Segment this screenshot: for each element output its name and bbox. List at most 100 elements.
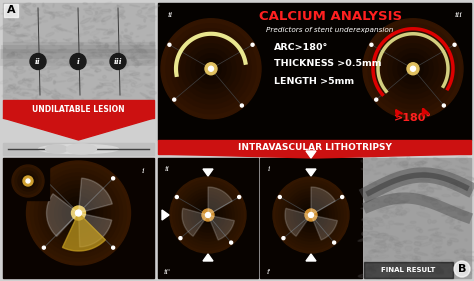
Ellipse shape	[128, 56, 135, 59]
Ellipse shape	[428, 219, 431, 224]
Ellipse shape	[130, 51, 140, 58]
Circle shape	[179, 237, 182, 240]
Ellipse shape	[124, 61, 128, 64]
Ellipse shape	[436, 266, 441, 269]
Ellipse shape	[4, 48, 6, 49]
Ellipse shape	[145, 83, 155, 86]
Ellipse shape	[142, 60, 151, 63]
Ellipse shape	[98, 79, 109, 81]
Ellipse shape	[16, 35, 27, 37]
Ellipse shape	[95, 14, 103, 16]
Ellipse shape	[3, 65, 7, 69]
Ellipse shape	[435, 240, 443, 244]
Ellipse shape	[414, 242, 421, 246]
Ellipse shape	[140, 93, 150, 98]
Text: UNDILATABLE LESION: UNDILATABLE LESION	[32, 105, 125, 114]
Ellipse shape	[135, 64, 139, 67]
Ellipse shape	[399, 161, 408, 166]
Ellipse shape	[121, 31, 123, 33]
Ellipse shape	[438, 207, 449, 210]
Ellipse shape	[36, 36, 38, 38]
Ellipse shape	[119, 64, 128, 68]
Ellipse shape	[362, 232, 368, 236]
Ellipse shape	[102, 37, 109, 39]
Polygon shape	[306, 151, 316, 158]
Ellipse shape	[25, 24, 36, 28]
Ellipse shape	[7, 31, 10, 33]
Ellipse shape	[94, 85, 103, 90]
Ellipse shape	[386, 207, 395, 209]
Circle shape	[46, 181, 110, 245]
Ellipse shape	[42, 79, 46, 82]
Ellipse shape	[37, 86, 43, 89]
Ellipse shape	[50, 40, 57, 44]
Ellipse shape	[15, 74, 18, 78]
Circle shape	[42, 246, 46, 249]
Ellipse shape	[84, 31, 89, 34]
Ellipse shape	[31, 36, 37, 40]
Ellipse shape	[95, 71, 98, 72]
Ellipse shape	[73, 43, 84, 45]
Circle shape	[453, 43, 456, 46]
Ellipse shape	[64, 64, 69, 66]
Ellipse shape	[396, 207, 403, 209]
Ellipse shape	[426, 198, 432, 203]
Ellipse shape	[9, 78, 12, 80]
Ellipse shape	[27, 84, 31, 88]
Ellipse shape	[137, 10, 142, 14]
Ellipse shape	[123, 38, 132, 42]
Ellipse shape	[97, 86, 102, 88]
Ellipse shape	[406, 225, 415, 228]
Ellipse shape	[361, 160, 368, 163]
Ellipse shape	[8, 53, 14, 56]
Ellipse shape	[382, 191, 393, 196]
Ellipse shape	[125, 24, 128, 26]
Ellipse shape	[1, 12, 11, 14]
Ellipse shape	[119, 53, 125, 54]
Ellipse shape	[34, 33, 36, 37]
Ellipse shape	[113, 62, 121, 65]
Circle shape	[240, 104, 243, 107]
Ellipse shape	[375, 184, 382, 185]
Ellipse shape	[101, 52, 106, 56]
Ellipse shape	[430, 232, 441, 236]
Ellipse shape	[113, 86, 116, 88]
Ellipse shape	[392, 212, 402, 216]
Ellipse shape	[53, 80, 55, 84]
Circle shape	[188, 195, 228, 235]
Circle shape	[175, 196, 178, 198]
Ellipse shape	[430, 198, 441, 200]
Ellipse shape	[465, 177, 474, 181]
Text: Predictors of stent underexpansion: Predictors of stent underexpansion	[266, 27, 394, 33]
Ellipse shape	[48, 74, 56, 77]
Ellipse shape	[108, 31, 115, 33]
Ellipse shape	[431, 253, 439, 257]
Ellipse shape	[384, 246, 388, 251]
Circle shape	[176, 34, 246, 104]
Ellipse shape	[21, 16, 24, 19]
Ellipse shape	[385, 174, 393, 177]
Ellipse shape	[21, 50, 28, 53]
Ellipse shape	[459, 213, 467, 215]
Text: iii: iii	[455, 11, 463, 19]
Ellipse shape	[148, 66, 155, 69]
Circle shape	[375, 98, 378, 101]
Circle shape	[71, 205, 86, 221]
Ellipse shape	[363, 217, 369, 220]
Ellipse shape	[105, 67, 112, 71]
Circle shape	[273, 177, 349, 253]
Circle shape	[442, 104, 446, 107]
Text: i: i	[142, 167, 144, 175]
Ellipse shape	[27, 44, 32, 46]
Ellipse shape	[43, 9, 46, 12]
Bar	[364, 158, 471, 278]
Ellipse shape	[55, 26, 64, 30]
Ellipse shape	[23, 79, 25, 83]
Ellipse shape	[441, 269, 444, 272]
Ellipse shape	[451, 261, 454, 266]
Ellipse shape	[416, 263, 428, 267]
Ellipse shape	[67, 88, 72, 90]
Circle shape	[203, 210, 213, 220]
Ellipse shape	[65, 12, 73, 14]
Ellipse shape	[59, 64, 64, 67]
